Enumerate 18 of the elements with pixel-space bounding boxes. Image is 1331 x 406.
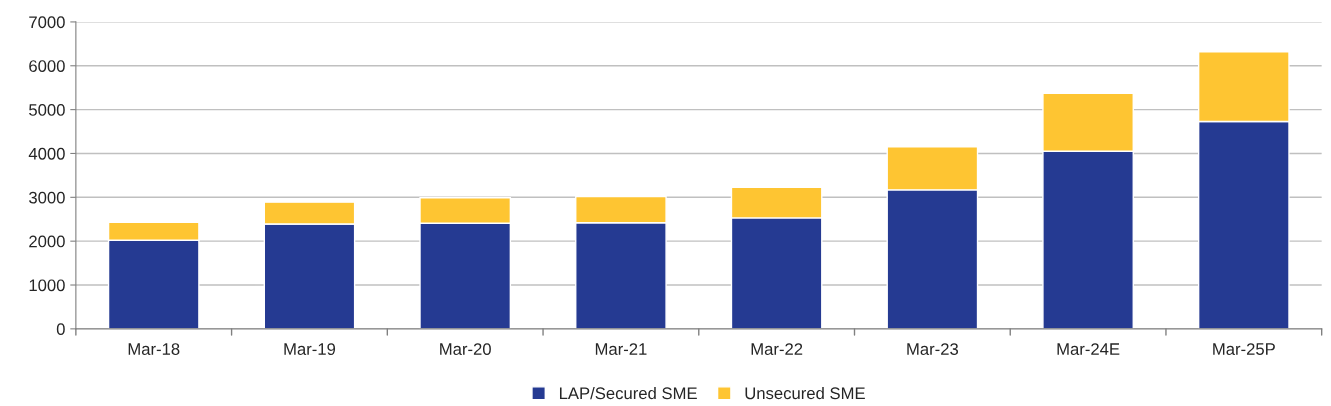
y-tick-label: 0 — [56, 323, 65, 336]
x-tick-label: Mar-23 — [907, 343, 959, 355]
y-tick-label: 5000 — [29, 104, 65, 116]
legend-label: LAP/Secured SME — [560, 386, 697, 400]
y-tick-label: 7000 — [29, 16, 65, 29]
y-tick-label: 3000 — [29, 191, 65, 204]
y-tick-label: 4000 — [28, 147, 65, 160]
legend-label: Unsecured SME — [745, 386, 865, 400]
x-tick-label: Mar-18 — [128, 343, 180, 355]
x-tick-label: Mar-25P — [1213, 343, 1275, 355]
x-tick-label: Mar-20 — [440, 343, 491, 355]
y-tick-label: 6000 — [29, 60, 65, 72]
x-tick-label: Mar-24E — [1057, 343, 1120, 355]
x-tick-label: Mar-21 — [595, 343, 647, 355]
y-tick-label: 2000 — [29, 235, 65, 248]
x-tick-label: Mar-19 — [284, 343, 336, 355]
y-tick-label: 1000 — [29, 279, 65, 292]
x-tick-label: Mar-22 — [751, 343, 803, 355]
